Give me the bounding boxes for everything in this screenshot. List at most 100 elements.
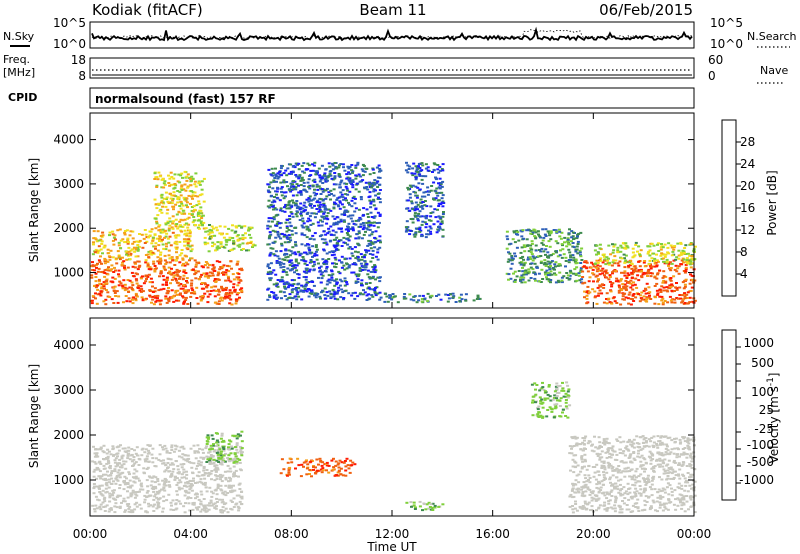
data-cell [182,196,186,199]
data-cell [663,253,667,256]
data-cell [314,466,317,469]
data-cell [186,186,190,189]
data-cell [272,208,275,211]
data-cell [316,188,320,191]
data-cell [344,289,348,292]
data-cell [272,283,276,286]
data-cell [342,219,346,222]
data-cell [202,483,206,486]
data-cell [150,242,154,245]
data-cell [196,481,199,484]
data-cell [515,275,519,278]
data-cell [130,453,134,456]
data-cell [104,477,108,480]
data-cell [437,199,441,202]
data-cell [196,270,200,273]
data-cell [566,274,570,277]
data-cell [191,194,195,197]
data-cell [689,266,693,269]
data-cell [436,228,440,231]
data-cell [175,493,179,496]
data-cell [560,276,564,279]
data-cell [665,286,669,289]
data-cell [543,259,547,262]
data-cell [425,503,429,506]
data-cell [329,225,333,228]
data-cell [199,212,203,215]
data-cell [323,261,327,264]
data-cell [627,281,630,283]
data-cell [605,292,609,295]
data-cell [575,266,579,269]
data-cell [568,228,571,231]
data-cell [605,437,609,440]
data-cell [126,496,130,499]
data-cell [235,442,239,445]
data-cell [608,280,612,283]
data-cell [214,290,218,292]
data-cell [527,270,531,273]
data-cell [177,210,181,213]
data-cell [340,230,344,233]
data-cell [232,278,236,281]
data-cell [161,479,165,482]
data-cell [158,275,161,278]
data-cell [104,473,108,476]
data-cell [338,200,342,203]
data-cell [529,266,533,269]
data-cell [239,496,243,498]
data-cell [639,270,643,273]
data-cell [335,278,338,281]
data-cell [172,468,176,471]
data-cell [549,270,553,273]
data-cell [297,162,301,165]
data-cell [438,227,442,230]
data-cell [269,195,273,198]
data-cell [335,474,339,477]
data-cell [219,476,223,479]
data-cell [321,469,325,472]
data-cell [369,260,373,263]
data-cell [420,223,424,226]
data-cell [146,275,150,278]
data-cell [646,252,650,255]
data-cell [524,273,528,276]
data-cell [589,266,593,269]
data-cell [670,290,674,293]
data-cell [214,474,218,477]
data-cell [191,508,195,511]
data-cell [94,462,98,465]
data-cell [171,197,175,200]
data-cell [406,199,410,202]
data-cell [232,506,236,508]
data-cell [280,191,284,194]
data-cell [642,271,646,274]
data-cell [218,260,222,263]
data-cell [682,293,686,296]
data-cell [132,472,136,475]
data-cell [607,257,610,260]
data-cell [598,289,602,292]
data-cell [128,286,132,289]
data-cell [646,245,650,248]
data-cell [179,174,183,177]
data-cell [99,235,103,237]
data-cell [171,215,175,218]
data-cell [169,171,173,174]
data-cell [204,486,208,489]
data-cell [225,292,229,294]
data-cell [414,506,417,509]
data-cell [228,302,232,305]
data-cell [270,167,274,170]
data-cell [323,242,327,244]
data-cell [141,290,145,293]
data-cell [670,301,674,304]
data-cell [94,264,98,267]
data-cell [305,290,309,293]
data-cell [172,208,175,211]
data-cell [220,287,224,290]
data-cell [367,239,371,242]
data-cell [229,499,233,502]
data-cell [172,300,176,303]
data-cell [160,211,164,214]
